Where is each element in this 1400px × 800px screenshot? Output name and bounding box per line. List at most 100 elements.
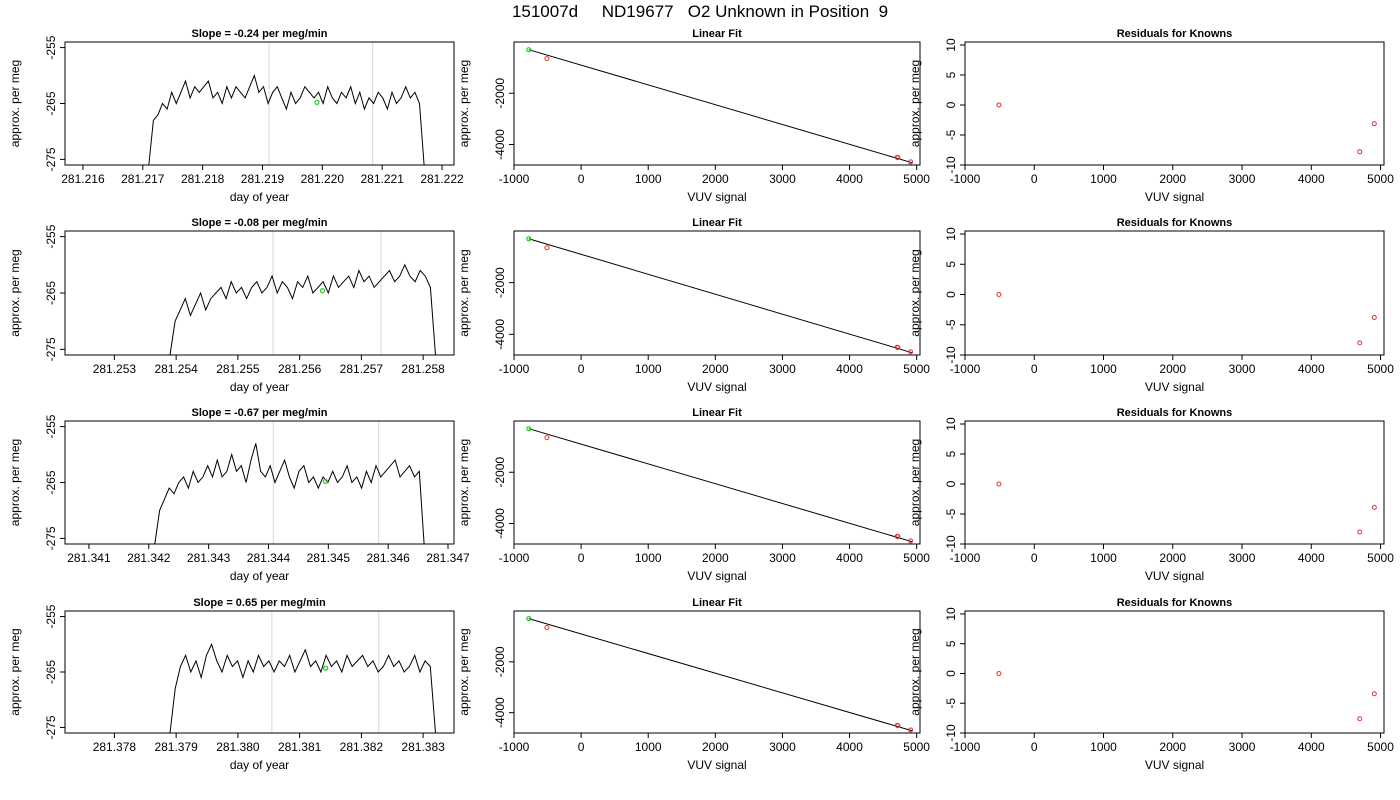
panel-12-x-tick-label-2: 0 <box>1031 740 1038 754</box>
panel-12-y-tick-label-2: 5 <box>944 640 958 647</box>
panel-7-title: Slope = -0.67 per meg/min <box>191 407 327 419</box>
panel-7-x-tick-label-7: 281.347 <box>426 551 470 565</box>
panel-1-unknown-point <box>314 99 320 105</box>
panel-4-y-tick-label-3: -275 <box>44 337 58 361</box>
panel-7-y-tick-label-1: -255 <box>44 414 58 438</box>
panel-11-x-tick-label-1: -1000 <box>499 740 530 754</box>
panel-12-y-tick-label-4: -5 <box>944 698 958 709</box>
panel-6-plot-frame <box>964 230 1385 356</box>
panel-9-y-tick-label-3: 0 <box>944 480 958 487</box>
panel-7-y-tick-label-2: -265 <box>44 470 58 494</box>
panel-2-known-point-4 <box>908 159 914 165</box>
panel-9-y-tick-label-2: 5 <box>944 450 958 457</box>
panel-11-x-tick-label-5: 3000 <box>769 740 796 754</box>
panel-12-x-tick-label-3: 1000 <box>1090 740 1117 754</box>
panel-5-y-axis-label: approx. per meg <box>457 249 471 336</box>
panel-10-x-tick-label-1: 281.378 <box>93 740 137 754</box>
panel-10-y-axis-label: approx. per meg <box>8 628 22 715</box>
panel-2-y-tick-label-1: -2000 <box>493 78 507 109</box>
panel-4-signal-line <box>169 263 436 356</box>
panel-9-x-tick-label-5: 3000 <box>1229 551 1256 565</box>
panel-6-y-tick-label-5: -10 <box>944 346 958 364</box>
panel-9-x-tick-label-1: -1000 <box>950 551 981 565</box>
panel-10-signal-line <box>169 642 436 734</box>
panel-4-y-tick-label-1: -255 <box>44 224 58 248</box>
panel-6-x-tick-label-3: 1000 <box>1090 362 1117 376</box>
panel-12-y-tick-label-5: -10 <box>944 724 958 742</box>
panel-12-y-tick-label-1: 10 <box>944 607 958 621</box>
panel-5-y-tick-label-2: -4000 <box>493 319 507 350</box>
panel-2-x-tick-label-6: 4000 <box>836 172 863 186</box>
panel-3-x-tick-label-1: -1000 <box>950 172 981 186</box>
panel-3-x-tick-label-3: 1000 <box>1090 172 1117 186</box>
panel-2-x-tick-label-3: 1000 <box>635 172 662 186</box>
panel-10-title: Slope = 0.65 per meg/min <box>193 597 326 609</box>
panel-7-x-tick-label-6: 281.346 <box>366 551 410 565</box>
panel-5-title: Linear Fit <box>692 217 742 229</box>
panel-4-x-tick-label-3: 281.255 <box>216 362 260 376</box>
panel-12-x-tick-label-4: 2000 <box>1159 740 1186 754</box>
panel-2-unknown-point-1 <box>526 47 532 53</box>
panel-4-x-tick-label-6: 281.258 <box>401 362 445 376</box>
panel-12-x-tick-label-1: -1000 <box>950 740 981 754</box>
panel-8-x-tick-label-2: 0 <box>578 551 585 565</box>
panel-11-y-tick-label-1: -2000 <box>493 646 507 677</box>
panel-7-y-axis-label: approx. per meg <box>8 439 22 526</box>
panel-12-plot-frame <box>964 610 1385 734</box>
panel-6-known-point-2 <box>1357 340 1363 346</box>
panel-5-x-axis-label: VUV signal <box>687 380 746 394</box>
panel-6-y-tick-label-1: 10 <box>944 227 958 241</box>
panel-8-x-tick-label-4: 2000 <box>702 551 729 565</box>
panel-11-plot-frame <box>513 610 921 734</box>
panel-6-x-axis-label: VUV signal <box>1145 380 1204 394</box>
panel-5-plot-frame <box>513 230 921 356</box>
panel-1-title: Slope = -0.24 per meg/min <box>191 28 327 40</box>
panel-2-x-tick-label-2: 0 <box>578 172 585 186</box>
panel-1-y-tick-label-1: -255 <box>44 35 58 59</box>
panel-9-y-tick-label-4: -5 <box>944 508 958 519</box>
panel-8-x-axis-label: VUV signal <box>687 569 746 583</box>
panel-12-x-tick-label-6: 4000 <box>1298 740 1325 754</box>
panel-10-unknown-point <box>322 665 329 671</box>
panel-8-x-tick-label-7: 5000 <box>903 551 930 565</box>
panel-9-plot-frame <box>964 420 1385 545</box>
panel-3-y-tick-label-1: 10 <box>944 38 958 52</box>
panel-3-known-point-2 <box>1357 149 1363 155</box>
panel-5-x-tick-label-2: 0 <box>578 362 585 376</box>
panel-2-fit-line <box>528 49 913 164</box>
panel-12-x-tick-label-5: 3000 <box>1229 740 1256 754</box>
panel-3-plot-frame <box>964 41 1385 166</box>
panel-11-known-point-4 <box>908 727 914 733</box>
panel-7-x-tick-label-2: 281.342 <box>127 551 171 565</box>
panel-8-fit-line <box>528 428 913 543</box>
panel-1-x-tick-label-4: 281.219 <box>241 172 285 186</box>
panel-12-known-point-2 <box>1357 716 1363 722</box>
panel-6-known-point-3 <box>1371 314 1377 320</box>
panel-9-x-tick-label-7: 5000 <box>1367 551 1394 565</box>
panel-3-x-axis-label: VUV signal <box>1145 190 1204 204</box>
panel-8-title: Linear Fit <box>692 407 742 419</box>
panel-7-y-tick-label-3: -275 <box>44 526 58 550</box>
panel-11-x-tick-label-2: 0 <box>578 740 585 754</box>
panel-4-x-axis-label: day of year <box>230 380 289 394</box>
panel-1-signal-line <box>148 73 425 166</box>
panel-8-x-tick-label-1: -1000 <box>499 551 530 565</box>
panel-5-x-tick-label-3: 1000 <box>635 362 662 376</box>
panel-10-y-tick-label-2: -265 <box>44 660 58 684</box>
panel-3-x-tick-label-6: 4000 <box>1298 172 1325 186</box>
panel-8-known-point-3 <box>895 534 901 540</box>
panel-3-x-tick-label-4: 2000 <box>1159 172 1186 186</box>
panel-5-y-tick-label-1: -2000 <box>493 267 507 298</box>
panel-8-x-tick-label-3: 1000 <box>635 551 662 565</box>
panel-7-x-tick-label-5: 281.345 <box>307 551 351 565</box>
panel-9-known-point-1 <box>996 481 1002 487</box>
panel-10-plot-frame <box>64 610 455 734</box>
panel-9-x-tick-label-3: 1000 <box>1090 551 1117 565</box>
panel-3-y-tick-label-2: 5 <box>944 71 958 78</box>
panel-8-unknown-point-1 <box>526 426 532 432</box>
panel-11-unknown-point-1 <box>526 616 532 622</box>
panel-10-x-tick-label-6: 281.383 <box>401 740 445 754</box>
panel-1-x-tick-label-6: 281.221 <box>360 172 404 186</box>
panel-3-title: Residuals for Knowns <box>1117 28 1233 40</box>
panel-5-x-tick-label-7: 5000 <box>903 362 930 376</box>
